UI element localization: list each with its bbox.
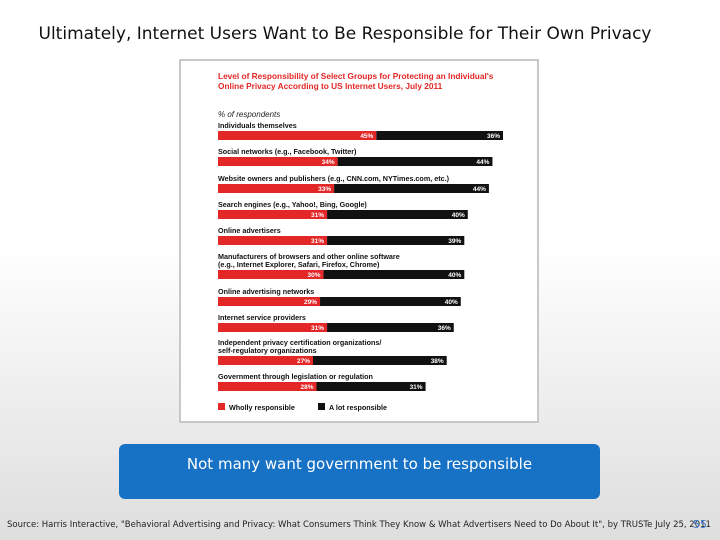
bar-segment (218, 382, 317, 391)
slide-number: 55 (693, 518, 707, 531)
callout-text: Not many want government to be responsib… (186, 455, 533, 473)
bar-segment (337, 157, 493, 166)
data-label: 31% (410, 384, 423, 391)
bar-segment (327, 210, 468, 219)
legend-label: A lot responsible (329, 403, 387, 412)
data-label: 29% (304, 299, 317, 306)
category-label: Individuals themselves (218, 121, 297, 130)
bar-segment (218, 356, 313, 365)
slide-title: Ultimately, Internet Users Want to Be Re… (38, 24, 652, 44)
category-label: self-regulatory organizations (218, 346, 317, 355)
data-label: 39% (448, 238, 461, 245)
chart-subtitle: % of respondents (218, 110, 281, 119)
callout-box: Not many want government to be responsib… (119, 444, 600, 499)
category-label: Manufacturers of browsers and other onli… (218, 252, 400, 261)
legend-swatch (318, 403, 325, 410)
data-label: 31% (311, 325, 324, 332)
bar-segment (323, 270, 465, 279)
category-label: Government through legislation or regula… (218, 372, 373, 381)
bar-segment (218, 236, 328, 245)
source-note: Source: Harris Interactive, "Behavioral … (7, 520, 711, 530)
category-label: Independent privacy certification organi… (218, 338, 381, 347)
bar-segment (327, 323, 454, 332)
category-label: Website owners and publishers (e.g., CNN… (218, 174, 450, 183)
bar-segment (218, 297, 321, 306)
data-label: 30% (308, 272, 321, 279)
data-label: 34% (322, 159, 335, 166)
legend-label: Wholly responsible (229, 403, 295, 412)
bar-segment (218, 157, 338, 166)
data-label: 44% (473, 186, 486, 193)
data-label: 28% (301, 384, 314, 391)
data-label: 31% (311, 212, 324, 219)
bar-segment (320, 297, 461, 306)
data-label: 40% (452, 212, 465, 219)
bar-segment (218, 184, 335, 193)
bar-segment (327, 236, 465, 245)
chart-title: Level of Responsibility of Select Groups… (218, 71, 494, 91)
data-label: 31% (311, 238, 324, 245)
data-label: 40% (448, 272, 461, 279)
bar-segment (218, 210, 328, 219)
data-label: 33% (318, 186, 331, 193)
data-label: 36% (487, 133, 500, 140)
bar-segment (334, 184, 489, 193)
data-label: 45% (360, 133, 373, 140)
bar-segment (376, 131, 503, 140)
bar-segment (218, 270, 324, 279)
data-label: 27% (297, 358, 310, 365)
category-label: Search engines (e.g., Yahoo!, Bing, Goog… (218, 200, 367, 209)
category-label: Online advertising networks (218, 287, 314, 296)
data-label: 36% (438, 325, 451, 332)
category-label: (e.g., Internet Explorer, Safari, Firefo… (218, 260, 380, 269)
category-label: Social networks (e.g., Facebook, Twitter… (218, 147, 357, 156)
legend-swatch (218, 403, 225, 410)
bar-segment (218, 323, 328, 332)
category-label: Internet service providers (218, 313, 306, 322)
data-label: 44% (476, 159, 489, 166)
bar-segment (313, 356, 447, 365)
data-label: 38% (431, 358, 444, 365)
bar-segment (218, 131, 377, 140)
category-label: Online advertisers (218, 226, 281, 235)
data-label: 40% (445, 299, 458, 306)
bar-segment (316, 382, 426, 391)
